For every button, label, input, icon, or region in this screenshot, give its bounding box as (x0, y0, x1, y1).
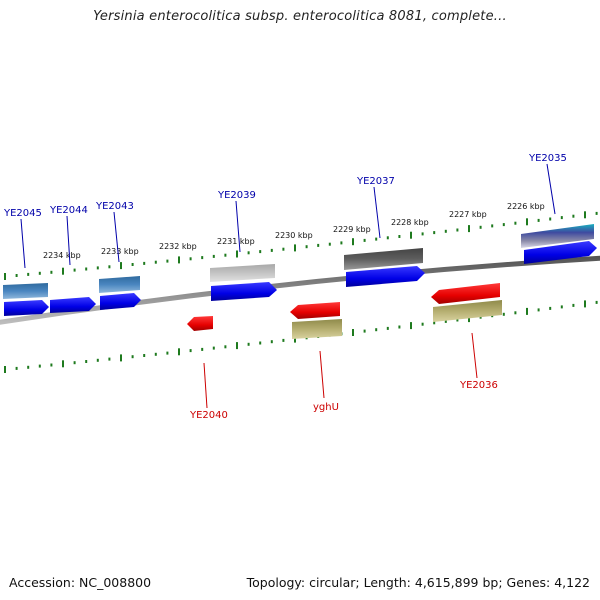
kbp-scale: 2234 kbp 2233 kbp 2232 kbp 2231 kbp 2230… (43, 202, 545, 260)
gene-arrow-ye2045[interactable] (4, 300, 49, 316)
kbp-tick-label: 2230 kbp (275, 231, 313, 240)
gene-arrow-yghu[interactable] (290, 302, 340, 319)
gene-label-ye2036[interactable]: YE2036 (459, 380, 498, 391)
gene-arrow-ye2040[interactable] (187, 316, 213, 331)
gene-arrow-ye2043[interactable] (100, 293, 141, 310)
gene-arrow-ye2035[interactable] (524, 241, 597, 264)
topology-text: Topology: circular; Length: 4,615,899 bp… (246, 575, 590, 590)
gene-arrow-ye2039[interactable] (211, 282, 277, 301)
kbp-tick-label: 2233 kbp (101, 247, 139, 256)
kbp-tick-label: 2227 kbp (449, 210, 487, 219)
feature-block[interactable] (292, 319, 342, 339)
feature-block[interactable] (344, 248, 423, 270)
map-title: Yersinia enterocolitica subsp. enterocol… (93, 9, 507, 24)
feature-block[interactable] (521, 224, 594, 248)
gene-labels: YE2045 YE2044 YE2043 YE2039 YE2037 YE203… (3, 153, 567, 421)
kbp-tick-label: 2229 kbp (333, 225, 371, 234)
feature-block[interactable] (99, 276, 140, 293)
gene-label-ye2039[interactable]: YE2039 (217, 190, 256, 201)
feature-block[interactable] (3, 283, 48, 299)
gene-arrow-ye2036[interactable] (431, 283, 500, 304)
kbp-tick-label: 2231 kbp (217, 237, 255, 246)
kbp-tick-label: 2234 kbp (43, 251, 81, 260)
gene-label-ye2044[interactable]: YE2044 (49, 205, 88, 216)
kbp-tick-label: 2228 kbp (391, 218, 429, 227)
forward-tick-row (4, 211, 598, 280)
feature-block[interactable] (210, 264, 275, 282)
feature-block[interactable] (433, 300, 502, 322)
gene-label-ye2035[interactable]: YE2035 (528, 153, 567, 164)
kbp-tick-label: 2232 kbp (159, 242, 197, 251)
accession-text: Accession: NC_008800 (9, 575, 152, 590)
gene-arrow-ye2044[interactable] (50, 297, 96, 313)
kbp-tick-label: 2226 kbp (507, 202, 545, 211)
label-leaders (20, 163, 556, 409)
reverse-features (187, 283, 502, 339)
gene-label-ye2045[interactable]: YE2045 (3, 208, 42, 219)
gene-label-ye2040[interactable]: YE2040 (189, 410, 228, 421)
gene-arrow-ye2037[interactable] (346, 266, 425, 287)
forward-features (3, 224, 597, 316)
gene-label-yghu[interactable]: yghU (313, 402, 339, 413)
gene-label-ye2043[interactable]: YE2043 (95, 201, 134, 212)
gene-label-ye2037[interactable]: YE2037 (356, 176, 395, 187)
